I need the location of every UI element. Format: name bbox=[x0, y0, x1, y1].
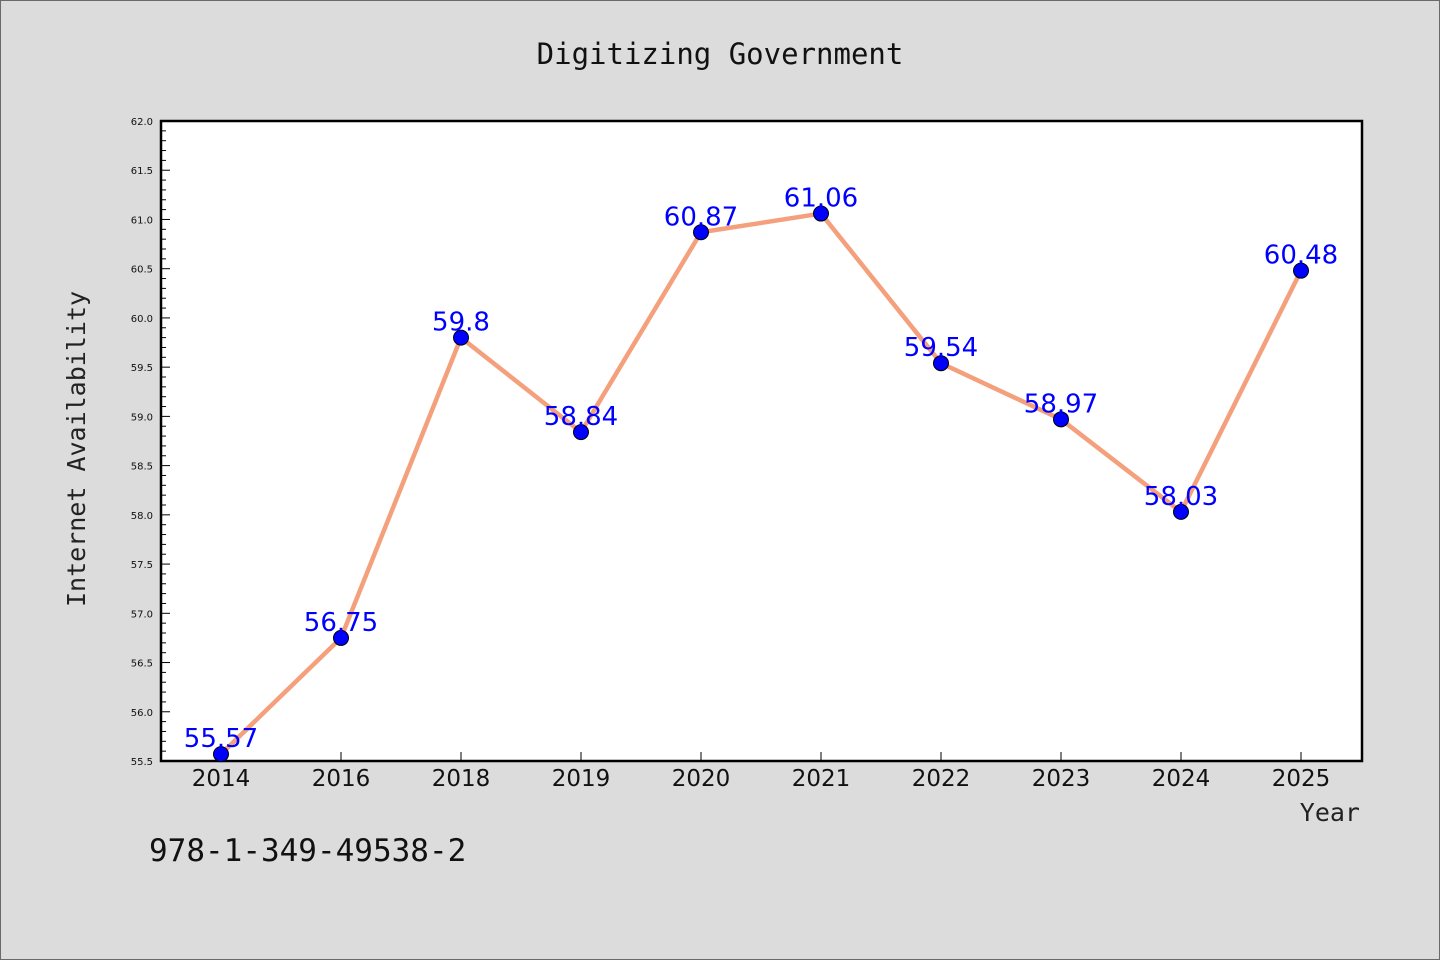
x-tick-label: 2025 bbox=[1272, 766, 1331, 792]
x-tick-label: 2024 bbox=[1152, 766, 1211, 792]
data-point bbox=[453, 329, 469, 346]
y-tick-label: 61.0 bbox=[131, 215, 153, 226]
y-tick-label: 57.0 bbox=[131, 609, 153, 620]
chart-title: Digitizing Government bbox=[537, 37, 904, 71]
data-label: 58.97 bbox=[1024, 389, 1098, 419]
data-label: 60.87 bbox=[664, 202, 738, 232]
series-line-group bbox=[218, 211, 1304, 757]
data-point bbox=[1293, 262, 1309, 279]
data-label: 58.03 bbox=[1144, 482, 1218, 512]
data-label: 59.8 bbox=[432, 308, 490, 338]
data-labels: 55.57 56.75 59.8 58.84 60.87 61.06 59.54 58.97 5… bbox=[184, 184, 1338, 755]
y-tick-label: 58.5 bbox=[131, 462, 153, 473]
data-point bbox=[1053, 411, 1069, 428]
x-tick-label: 2022 bbox=[912, 766, 971, 792]
plot-area bbox=[159, 119, 1364, 763]
data-label: 56.75 bbox=[304, 608, 378, 638]
y-tick-label: 56.0 bbox=[131, 708, 153, 719]
data-point bbox=[333, 629, 349, 646]
data-point bbox=[573, 424, 589, 441]
y-tick-label: 59.0 bbox=[131, 412, 153, 423]
data-points bbox=[213, 205, 1309, 763]
x-tick-label: 2023 bbox=[1032, 766, 1091, 792]
x-tick-label: 2019 bbox=[552, 766, 611, 792]
data-point bbox=[933, 355, 949, 372]
x-tick-label: 2018 bbox=[432, 766, 491, 792]
data-label: 59.54 bbox=[904, 333, 978, 363]
x-tick-label: 2020 bbox=[672, 766, 731, 792]
data-label: 60.48 bbox=[1264, 241, 1338, 271]
x-tick-label: 2016 bbox=[312, 766, 371, 792]
data-label: 58.84 bbox=[544, 402, 618, 432]
y-tick-label: 55.5 bbox=[131, 757, 153, 768]
y-tick-label: 60.5 bbox=[131, 265, 153, 276]
x-axis: 2014 2016 2018 2019 2020 2021 2022 2023 2024 2025 bbox=[192, 752, 1331, 792]
series-line bbox=[218, 211, 1304, 757]
y-tick-label: 62.0 bbox=[131, 117, 153, 128]
y-tick-label: 60.0 bbox=[131, 314, 153, 325]
x-axis-label: Year bbox=[1300, 798, 1360, 827]
data-point bbox=[213, 746, 229, 763]
data-label: 61.06 bbox=[784, 184, 858, 214]
data-label: 55.57 bbox=[184, 724, 258, 754]
isbn-label: 978-1-349-49538-2 bbox=[149, 833, 467, 869]
x-tick-label: 2021 bbox=[792, 766, 851, 792]
y-tick-label: 56.5 bbox=[131, 659, 153, 670]
y-tick-label: 57.5 bbox=[131, 560, 153, 571]
y-axis: 55.5 56.0 56.5 57.0 57.5 58.0 58.5 59.0 59.5 60.0… bbox=[131, 117, 170, 768]
data-point bbox=[1173, 503, 1189, 520]
x-tick-label: 2014 bbox=[192, 766, 251, 792]
y-axis-label: Internet Availability bbox=[62, 291, 91, 607]
y-tick-label: 59.5 bbox=[131, 363, 153, 374]
data-point bbox=[693, 224, 709, 241]
y-tick-label: 61.5 bbox=[131, 166, 153, 177]
y-tick-label: 58.0 bbox=[131, 511, 153, 522]
data-point bbox=[813, 205, 829, 222]
